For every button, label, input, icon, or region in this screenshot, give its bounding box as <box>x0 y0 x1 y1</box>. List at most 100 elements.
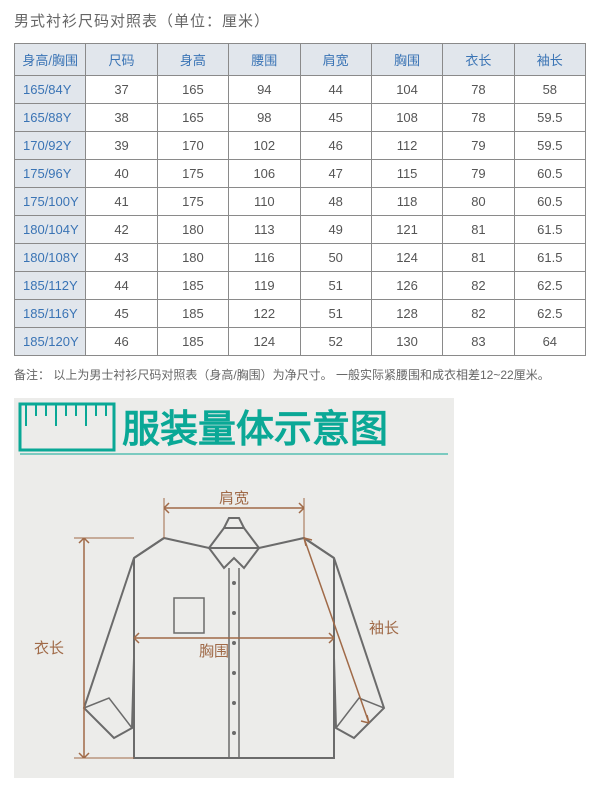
table-cell: 119 <box>229 272 300 300</box>
table-cell: 94 <box>229 76 300 104</box>
table-cell: 180 <box>157 244 228 272</box>
table-cell: 38 <box>86 104 157 132</box>
table-cell: 50 <box>300 244 371 272</box>
table-cell: 122 <box>229 300 300 328</box>
table-cell: 59.5 <box>514 132 585 160</box>
row-header-cell: 165/84Y <box>15 76 86 104</box>
column-header: 身高/胸围 <box>15 44 86 76</box>
table-cell: 81 <box>443 216 514 244</box>
table-cell: 64 <box>514 328 585 356</box>
table-cell: 170 <box>157 132 228 160</box>
column-header: 腰围 <box>229 44 300 76</box>
row-header-cell: 170/92Y <box>15 132 86 160</box>
column-header: 肩宽 <box>300 44 371 76</box>
svg-text:肩宽: 肩宽 <box>219 490 249 507</box>
table-cell: 185 <box>157 272 228 300</box>
table-row: 185/116Y45185122511288262.5 <box>15 300 586 328</box>
table-cell: 124 <box>229 328 300 356</box>
table-cell: 37 <box>86 76 157 104</box>
table-row: 165/84Y3716594441047858 <box>15 76 586 104</box>
table-cell: 78 <box>443 76 514 104</box>
table-cell: 40 <box>86 160 157 188</box>
table-cell: 110 <box>229 188 300 216</box>
table-cell: 118 <box>371 188 442 216</box>
table-cell: 79 <box>443 132 514 160</box>
table-cell: 46 <box>300 132 371 160</box>
row-header-cell: 175/96Y <box>15 160 86 188</box>
table-cell: 98 <box>229 104 300 132</box>
table-cell: 82 <box>443 272 514 300</box>
table-cell: 42 <box>86 216 157 244</box>
table-cell: 45 <box>86 300 157 328</box>
table-cell: 79 <box>443 160 514 188</box>
table-row: 165/88Y3816598451087859.5 <box>15 104 586 132</box>
table-row: 175/100Y41175110481188060.5 <box>15 188 586 216</box>
table-cell: 112 <box>371 132 442 160</box>
table-cell: 47 <box>300 160 371 188</box>
row-header-cell: 185/116Y <box>15 300 86 328</box>
svg-text:衣长: 衣长 <box>34 640 64 657</box>
table-row: 185/120Y46185124521308364 <box>15 328 586 356</box>
table-cell: 82 <box>443 300 514 328</box>
measurement-diagram: 服装量体示意图肩宽胸围 衣长 袖长 <box>14 398 454 778</box>
table-cell: 175 <box>157 188 228 216</box>
row-header-cell: 180/108Y <box>15 244 86 272</box>
table-cell: 52 <box>300 328 371 356</box>
column-header: 袖长 <box>514 44 585 76</box>
table-cell: 48 <box>300 188 371 216</box>
table-cell: 185 <box>157 300 228 328</box>
table-cell: 81 <box>443 244 514 272</box>
table-cell: 116 <box>229 244 300 272</box>
svg-text:胸围: 胸围 <box>199 643 229 660</box>
table-cell: 41 <box>86 188 157 216</box>
table-cell: 130 <box>371 328 442 356</box>
table-cell: 62.5 <box>514 300 585 328</box>
table-cell: 51 <box>300 272 371 300</box>
table-row: 180/104Y42180113491218161.5 <box>15 216 586 244</box>
table-cell: 165 <box>157 104 228 132</box>
table-cell: 59.5 <box>514 104 585 132</box>
row-header-cell: 185/120Y <box>15 328 86 356</box>
table-cell: 62.5 <box>514 272 585 300</box>
table-row: 170/92Y39170102461127959.5 <box>15 132 586 160</box>
row-header-cell: 175/100Y <box>15 188 86 216</box>
table-cell: 104 <box>371 76 442 104</box>
table-cell: 185 <box>157 328 228 356</box>
table-cell: 39 <box>86 132 157 160</box>
column-header: 衣长 <box>443 44 514 76</box>
table-cell: 78 <box>443 104 514 132</box>
table-cell: 49 <box>300 216 371 244</box>
table-cell: 80 <box>443 188 514 216</box>
column-header: 身高 <box>157 44 228 76</box>
table-cell: 44 <box>300 76 371 104</box>
table-cell: 51 <box>300 300 371 328</box>
table-cell: 61.5 <box>514 244 585 272</box>
column-header: 尺码 <box>86 44 157 76</box>
table-cell: 83 <box>443 328 514 356</box>
table-cell: 106 <box>229 160 300 188</box>
svg-text:袖长: 袖长 <box>369 620 399 637</box>
table-cell: 58 <box>514 76 585 104</box>
table-cell: 113 <box>229 216 300 244</box>
table-cell: 180 <box>157 216 228 244</box>
table-row: 175/96Y40175106471157960.5 <box>15 160 586 188</box>
column-header: 胸围 <box>371 44 442 76</box>
table-cell: 175 <box>157 160 228 188</box>
row-header-cell: 185/112Y <box>15 272 86 300</box>
table-cell: 126 <box>371 272 442 300</box>
size-table: 身高/胸围尺码身高腰围肩宽胸围衣长袖长 165/84Y3716594441047… <box>14 43 586 356</box>
table-cell: 115 <box>371 160 442 188</box>
table-cell: 121 <box>371 216 442 244</box>
table-cell: 124 <box>371 244 442 272</box>
table-cell: 60.5 <box>514 188 585 216</box>
table-row: 185/112Y44185119511268262.5 <box>15 272 586 300</box>
table-cell: 128 <box>371 300 442 328</box>
table-row: 180/108Y43180116501248161.5 <box>15 244 586 272</box>
table-cell: 165 <box>157 76 228 104</box>
table-cell: 46 <box>86 328 157 356</box>
svg-text:服装量体示意图: 服装量体示意图 <box>122 409 388 451</box>
row-header-cell: 165/88Y <box>15 104 86 132</box>
table-cell: 45 <box>300 104 371 132</box>
page-title: 男式衬衫尺码对照表（单位：厘米） <box>14 10 586 31</box>
table-cell: 43 <box>86 244 157 272</box>
